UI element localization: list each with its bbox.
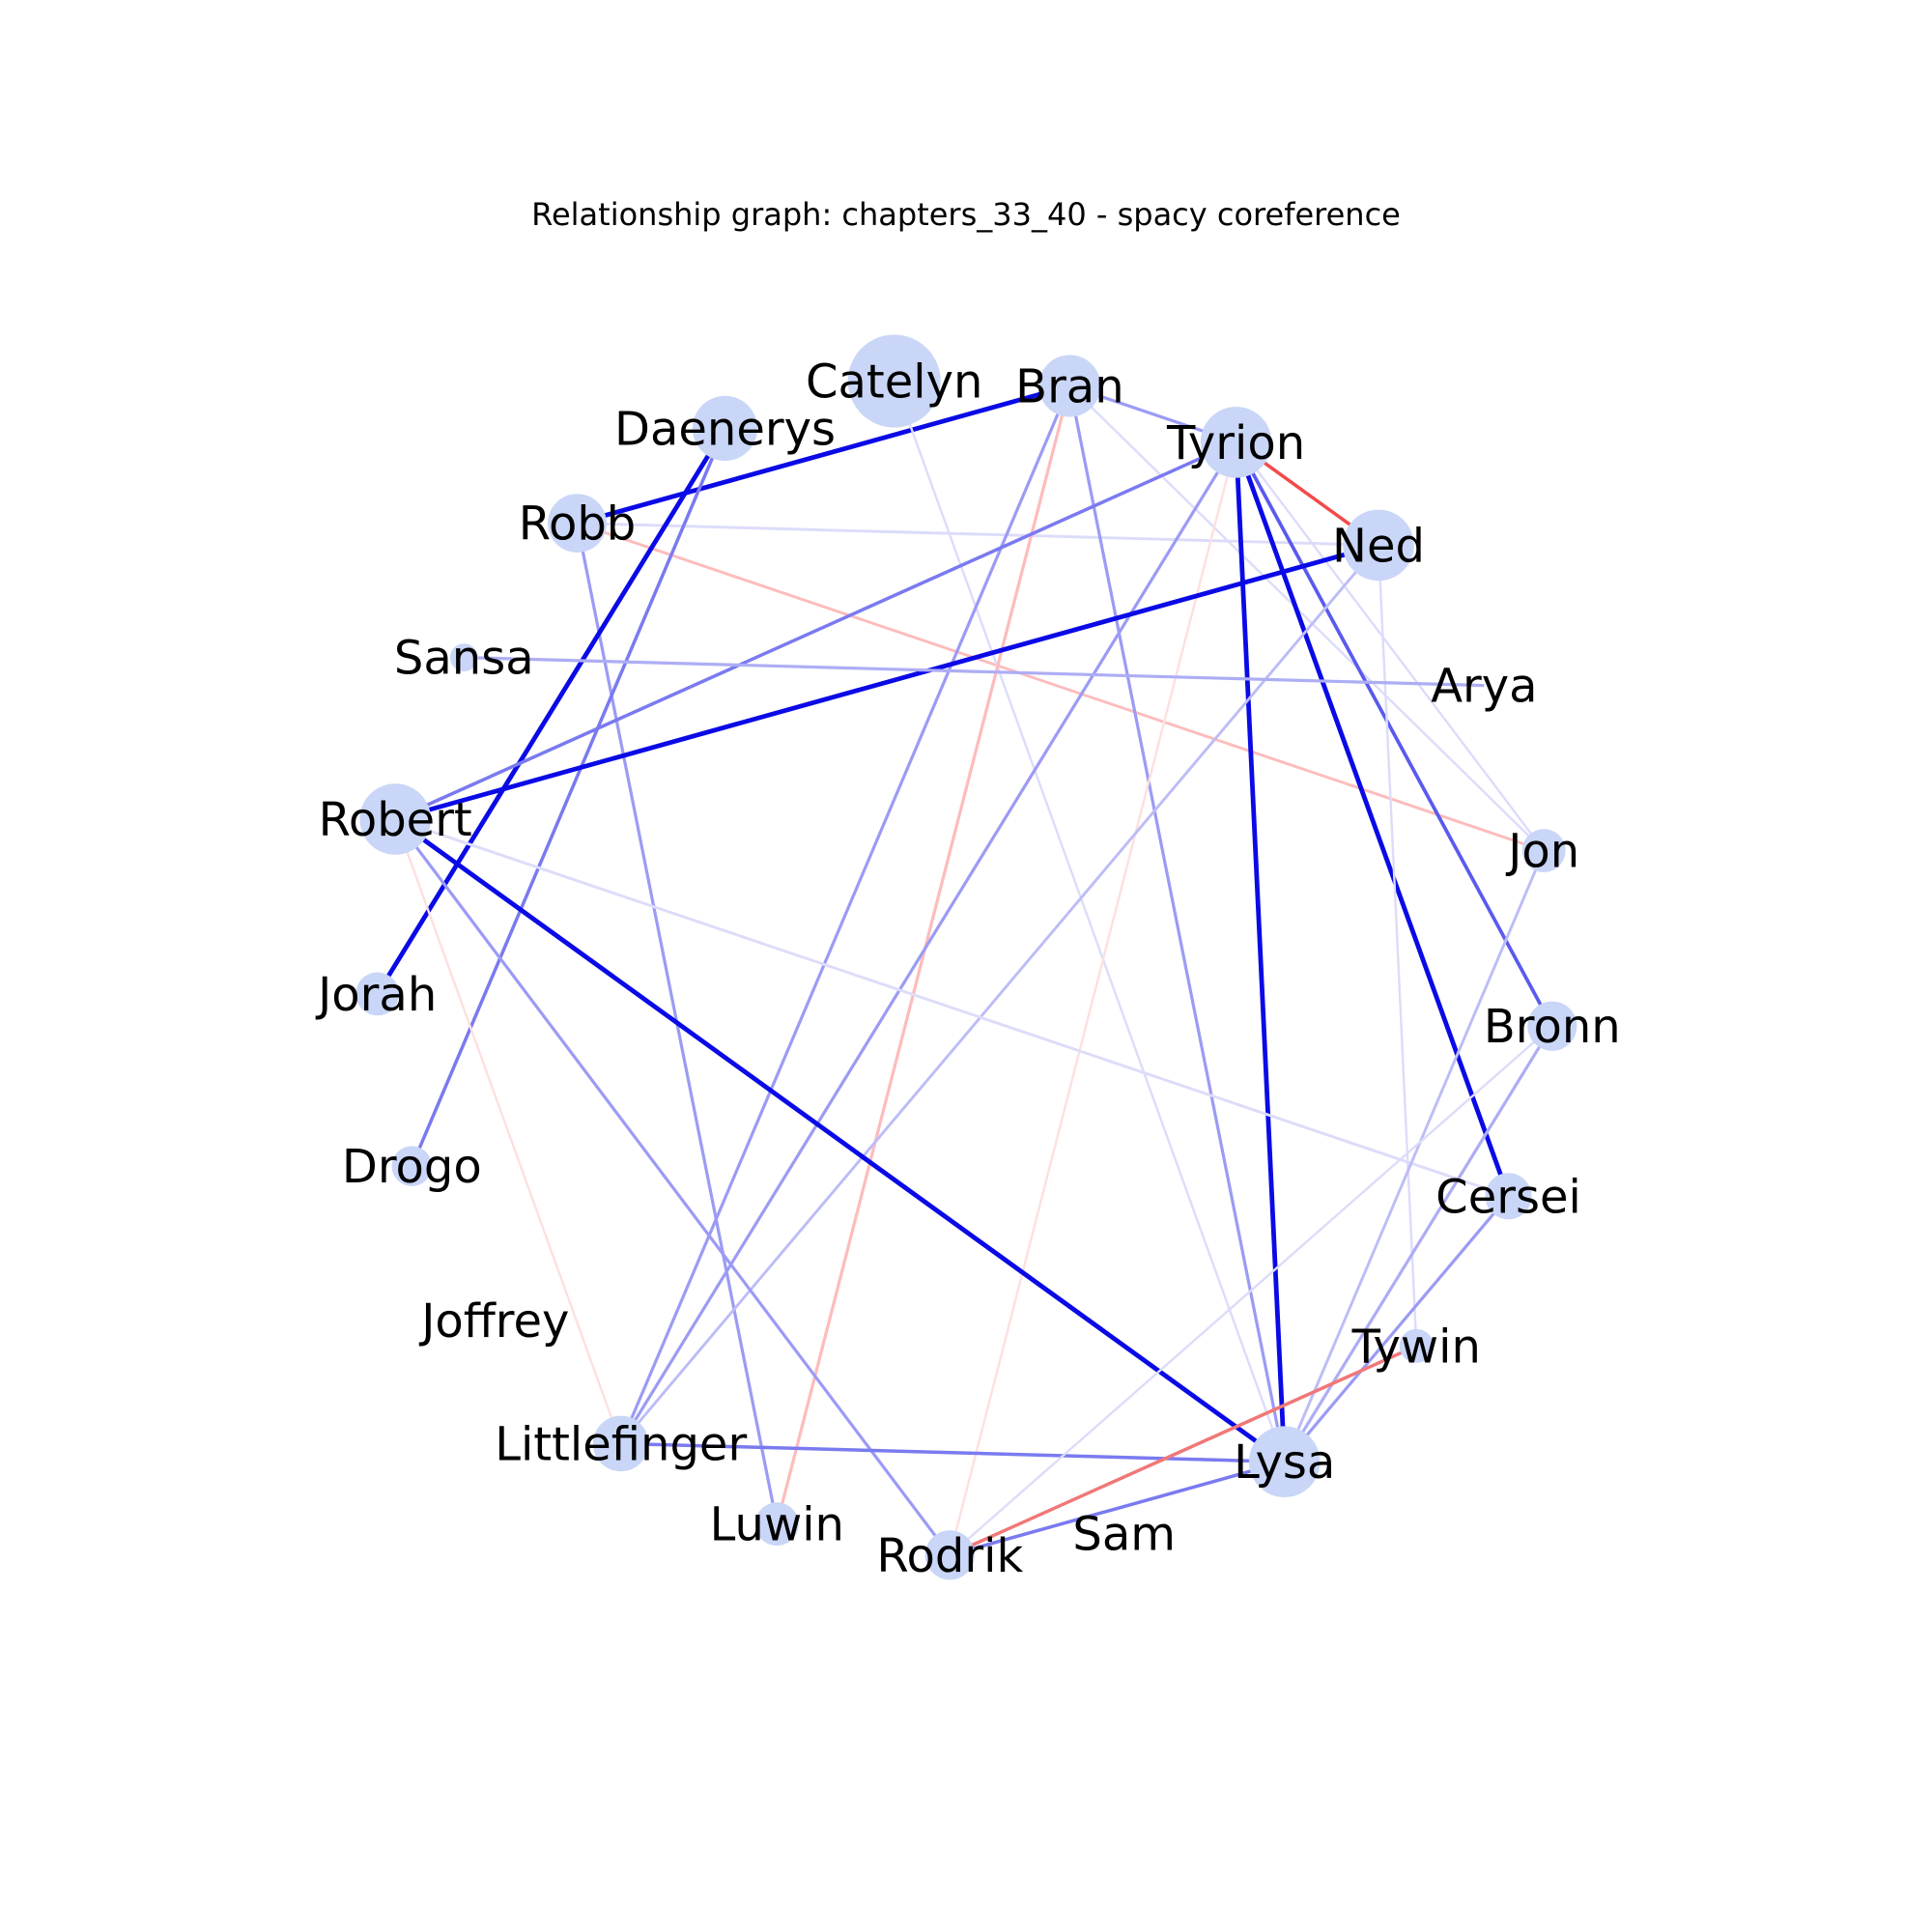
node-bran (1038, 355, 1101, 417)
edge-robb-jon (577, 522, 1545, 852)
edge-lysa-cersei (1283, 1195, 1510, 1463)
edge-lysa-jon (1283, 850, 1546, 1463)
edge-daenerys-drogo (410, 427, 727, 1167)
node-catelyn (847, 334, 941, 428)
node-luwin (754, 1502, 799, 1547)
node-label-tywin: Tywin (1351, 1320, 1481, 1374)
node-label-bran: Bran (1015, 360, 1124, 414)
node-robb (548, 494, 607, 553)
edge-sansa-arya (464, 656, 1485, 688)
edge-robert-littlefinger (394, 818, 622, 1444)
node-label-jorah: Jorah (315, 968, 437, 1022)
edge-bran-jon (1068, 384, 1546, 852)
node-drogo (391, 1146, 433, 1186)
edge-bran-luwin (775, 385, 1071, 1525)
node-label-arya: Arya (1431, 660, 1537, 714)
node-label-lysa: Lysa (1234, 1435, 1335, 1490)
node-label-ned: Ned (1332, 519, 1425, 573)
node-jon (1521, 829, 1566, 872)
node-label-rodrik: Rodrik (876, 1529, 1023, 1583)
node-label-daenerys: Daenerys (614, 402, 836, 456)
node-jorah (355, 972, 400, 1016)
node-label-joffrey: Joffrey (418, 1294, 569, 1349)
node-robert (359, 783, 432, 855)
edge-ned-tywin (1377, 545, 1418, 1347)
edge-catelyn-lysa (893, 381, 1286, 1463)
edge-tyrion-lysa (1234, 441, 1288, 1463)
node-label-sansa: Sansa (394, 632, 534, 686)
node-label-bronn: Bronn (1484, 1000, 1621, 1054)
edge-robert-lysa (393, 817, 1287, 1464)
edge-lysa-bronn (1283, 1025, 1554, 1463)
edge-lysa-rodrik (949, 1460, 1286, 1557)
node-ned (1343, 509, 1414, 582)
edges-layer (375, 381, 1554, 1557)
edge-tyrion-robert (394, 440, 1237, 821)
edge-littlefinger-lysa (620, 1441, 1285, 1463)
node-bronn (1527, 1001, 1577, 1051)
node-label-tyrion: Tyrion (1166, 416, 1305, 470)
graph-title: Relationship graph: chapters_33_40 - spa… (531, 196, 1401, 233)
node-sansa (449, 643, 478, 671)
edge-bran-littlefinger (619, 384, 1071, 1445)
edge-rodrik-bronn (949, 1025, 1553, 1556)
node-cersei (1485, 1173, 1532, 1220)
node-label-robb: Robb (519, 497, 637, 552)
node-tywin (1399, 1328, 1434, 1363)
edge-tyrion-bronn (1234, 441, 1554, 1028)
node-label-drogo: Drogo (342, 1140, 482, 1194)
edge-rodrik-tywin (949, 1344, 1418, 1557)
node-rodrik (924, 1530, 975, 1580)
edge-robb-bran (576, 384, 1071, 526)
node-label-catelyn: Catelyn (806, 355, 982, 410)
edge-bran-lysa (1067, 385, 1287, 1463)
edge-daenerys-jorah (375, 427, 727, 996)
edge-ned-littlefinger (619, 544, 1380, 1445)
node-label-sam: Sam (1072, 1508, 1176, 1562)
node-tyrion (1200, 407, 1272, 478)
labels-layer: Catelyn Bran Tyrion Ned Arya Jon Bronn Cersei Ty… (315, 355, 1621, 1583)
node-label-jon: Jon (1505, 825, 1579, 879)
edge-robert-rodrik (393, 818, 952, 1556)
edge-ned-robert (394, 543, 1379, 822)
node-lysa (1248, 1426, 1321, 1497)
nodes-layer (355, 334, 1577, 1580)
edge-tyrion-rodrik (949, 441, 1237, 1556)
node-label-cersei: Cersei (1435, 1170, 1581, 1224)
edge-robb-ned (577, 522, 1379, 547)
node-littlefinger (592, 1415, 649, 1472)
edge-tyrion-jon (1235, 441, 1546, 852)
node-label-littlefinger: Littlefinger (495, 1417, 747, 1471)
node-label-luwin: Luwin (710, 1498, 844, 1552)
edge-tyrion-cersei (1234, 441, 1511, 1198)
node-daenerys (692, 395, 758, 461)
edge-robert-cersei (394, 817, 1509, 1198)
node-label-robert: Robert (319, 793, 472, 847)
edge-tyrion-littlefinger (619, 441, 1237, 1445)
